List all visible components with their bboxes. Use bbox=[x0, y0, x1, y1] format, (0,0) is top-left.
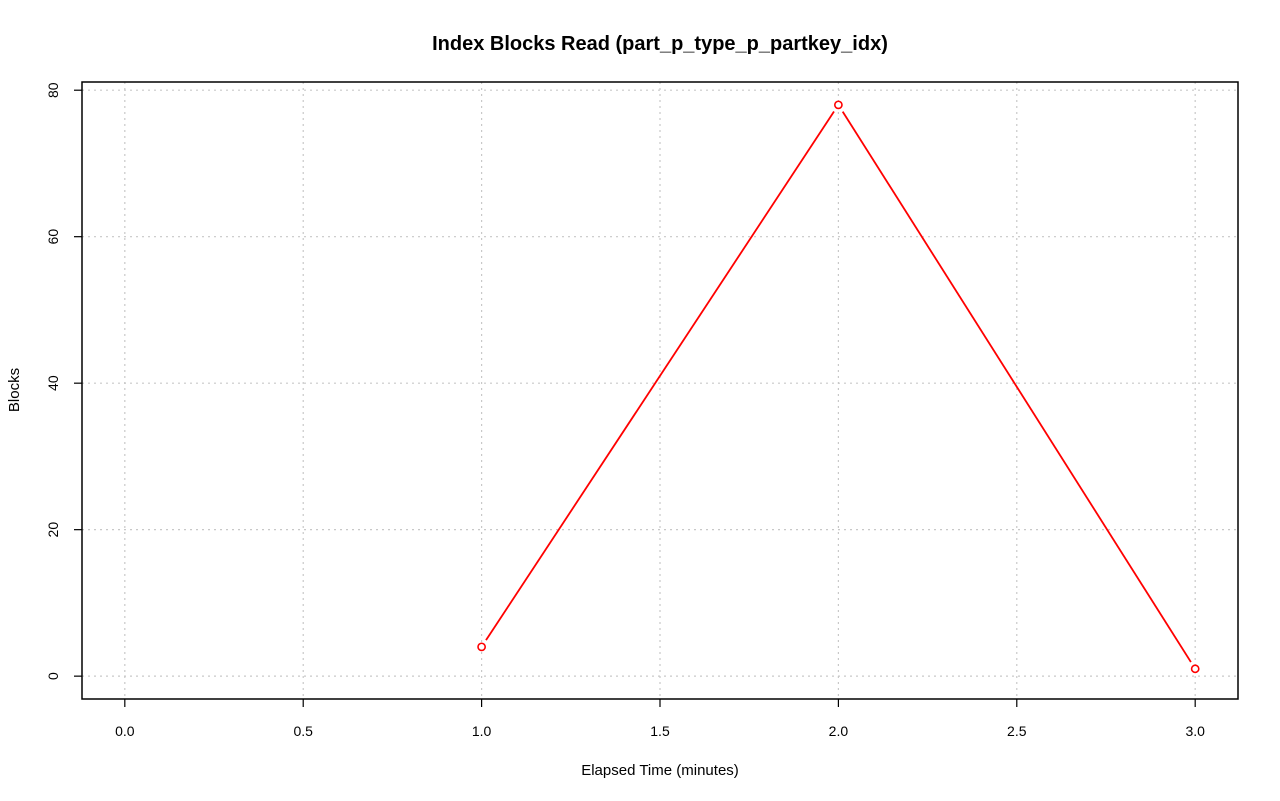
y-axis-label: Blocks bbox=[6, 368, 23, 412]
y-tick-label: 0 bbox=[45, 672, 61, 680]
x-tick-label: 2.0 bbox=[829, 723, 849, 739]
data-point bbox=[477, 642, 487, 652]
grid bbox=[82, 82, 1238, 699]
data-point bbox=[833, 100, 843, 110]
y-tick-label: 20 bbox=[45, 522, 61, 538]
y-tick-label: 60 bbox=[45, 229, 61, 245]
series-line-segment bbox=[841, 111, 1192, 663]
x-tick-label: 1.0 bbox=[472, 723, 492, 739]
x-tick-label: 2.5 bbox=[1007, 723, 1027, 739]
data-point bbox=[1190, 664, 1200, 674]
x-tick-label: 0.0 bbox=[115, 723, 135, 739]
x-axis: 0.0 0.5 1.0 1.5 2.0 2.5 3.0 bbox=[115, 699, 1205, 739]
x-tick-label: 3.0 bbox=[1185, 723, 1205, 739]
chart-title: Index Blocks Read (part_p_type_p_partkey… bbox=[432, 33, 888, 55]
x-axis-label: Elapsed Time (minutes) bbox=[581, 762, 739, 779]
y-axis: 0 20 40 60 80 bbox=[45, 82, 82, 680]
x-tick-label: 0.5 bbox=[293, 723, 313, 739]
y-tick-label: 40 bbox=[45, 375, 61, 391]
x-tick-label: 1.5 bbox=[650, 723, 670, 739]
y-tick-label: 80 bbox=[45, 82, 61, 98]
series-layer bbox=[477, 100, 1200, 674]
series-line-segment bbox=[485, 111, 835, 641]
